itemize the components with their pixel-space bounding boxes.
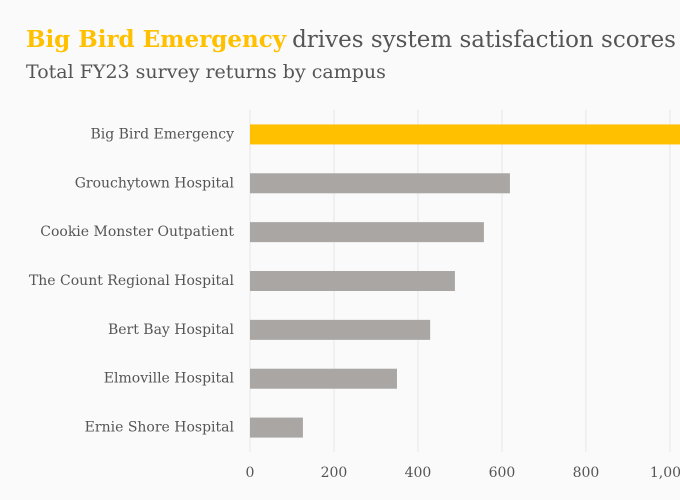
x-tick-label: 0 [246,465,255,481]
title-highlight: Big Bird Emergency [26,26,287,53]
bar [250,368,397,389]
y-tick-label: Bert Bay Hospital [108,322,235,338]
x-tick-label: 600 [489,465,516,481]
x-tick-label: 200 [321,465,348,481]
title-rest: drives system satisfaction scores [292,27,676,53]
y-tick-label: Cookie Monster Outpatient [40,224,234,240]
bar [250,417,303,438]
x-tick-label: 400 [405,465,432,481]
y-tick-label: Ernie Shore Hospital [85,420,235,436]
y-tick-label: The Count Regional Hospital [29,273,235,289]
y-tick-label: Grouchytown Hospital [75,175,235,191]
bar [250,319,431,340]
x-tick-label: 1,000 [650,465,680,481]
chart-title: Big Bird Emergency drives system satisfac… [26,26,676,53]
x-tick-label: 800 [573,465,600,481]
y-tick-label: Big Bird Emergency [90,126,234,142]
bar [250,271,455,291]
bar [250,173,510,194]
bar [250,222,484,243]
y-tick-label: Elmoville Hospital [104,371,235,387]
chart-subtitle: Total FY23 survey returns by campus [26,61,386,83]
bar [250,124,680,145]
